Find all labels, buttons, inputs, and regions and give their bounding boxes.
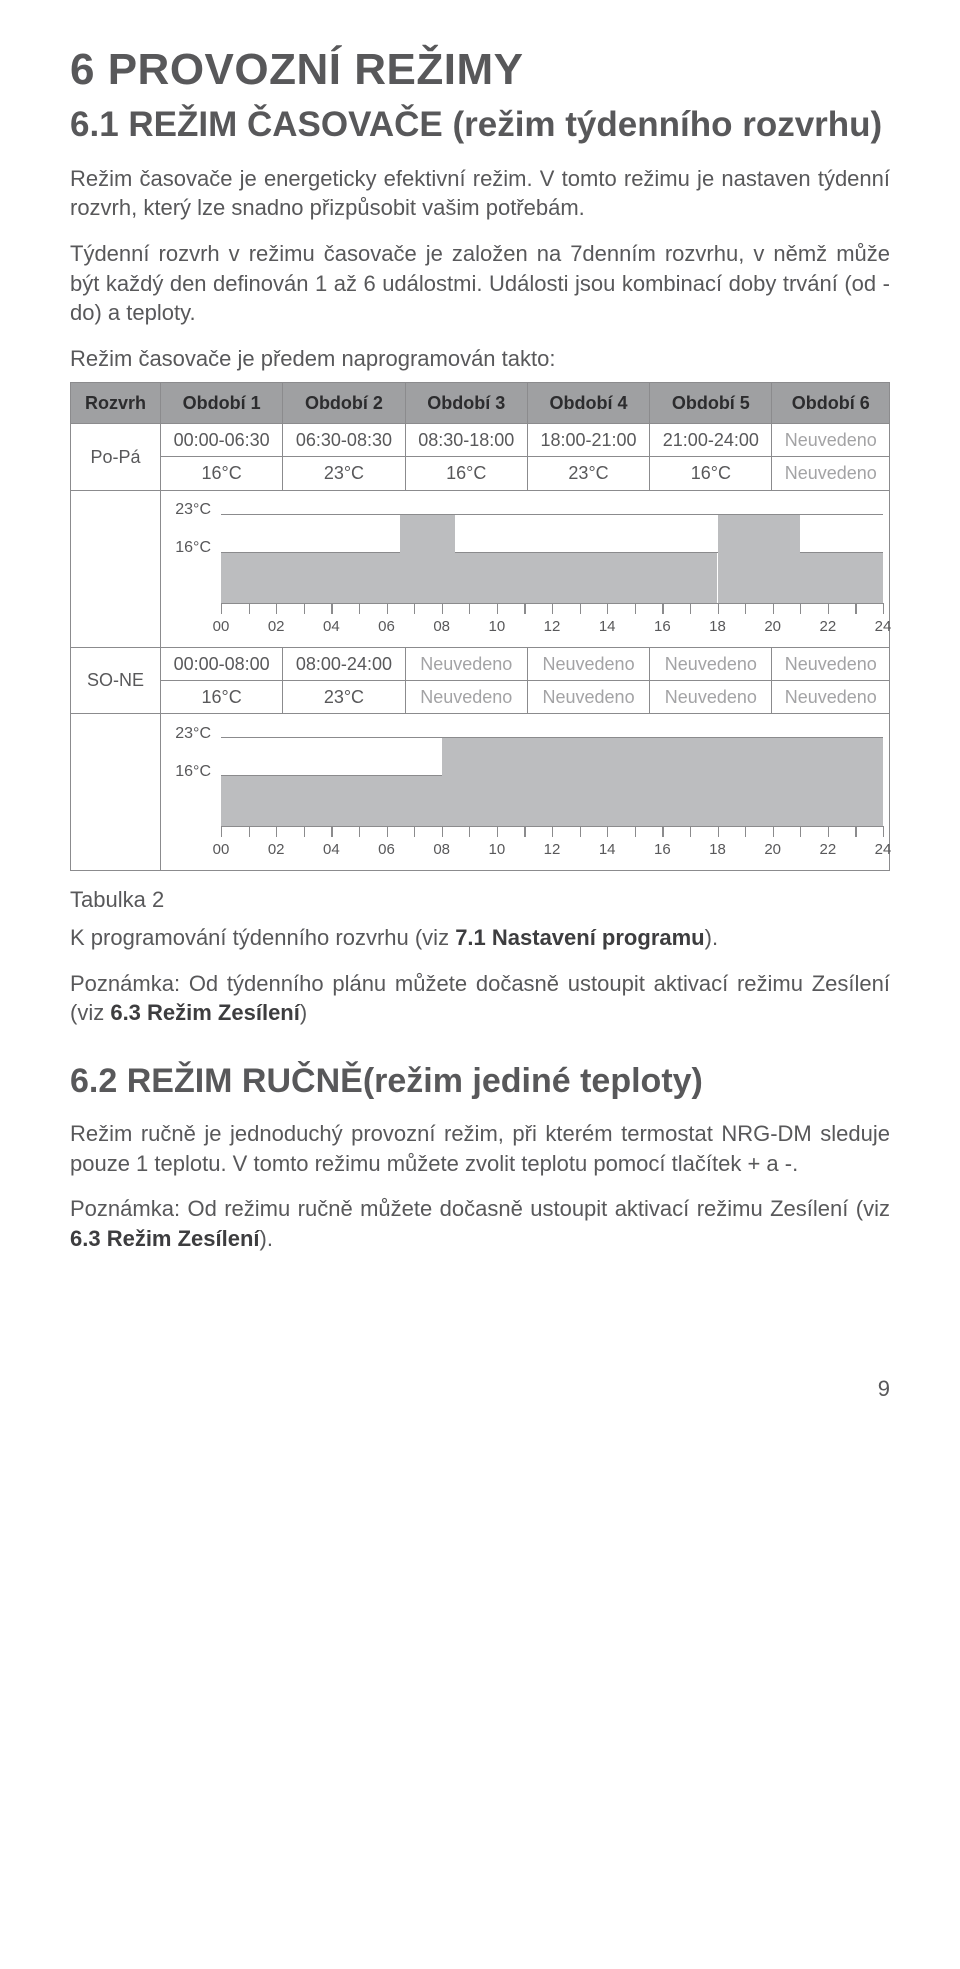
td: 23°C: [283, 457, 405, 490]
paragraph: Režim ručně je jednoduchý provozní režim…: [70, 1119, 890, 1178]
td-neuvedeno: Neuvedeno: [772, 680, 890, 713]
ref-6-3: 6.3 Režim Zesílení: [70, 1226, 260, 1251]
td-neuvedeno: Neuvedeno: [527, 680, 649, 713]
text: ): [300, 1000, 307, 1025]
td-neuvedeno: Neuvedeno: [650, 647, 772, 680]
table-row: Po-Pá 00:00-06:30 06:30-08:30 08:30-18:0…: [71, 424, 890, 457]
td: 16°C: [650, 457, 772, 490]
td: 23°C: [527, 457, 649, 490]
td: 00:00-06:30: [161, 424, 283, 457]
paragraph: Režim časovače je energeticky efektivní …: [70, 164, 890, 223]
th: Období 4: [527, 382, 649, 423]
page-number: 9: [70, 1374, 890, 1404]
table-row: 16°C 23°C 16°C 23°C 16°C Neuvedeno: [71, 457, 890, 490]
th: Období 5: [650, 382, 772, 423]
heading-6: 6 PROVOZNÍ REŽIMY: [70, 40, 890, 99]
td: 06:30-08:30: [283, 424, 405, 457]
td: 08:00-24:00: [283, 647, 405, 680]
paragraph: Režim časovače je předem naprogramován t…: [70, 344, 890, 374]
td-neuvedeno: Neuvedeno: [405, 680, 527, 713]
ref-6-3: 6.3 Režim Zesílení: [110, 1000, 300, 1025]
text: ).: [705, 925, 718, 950]
td-neuvedeno: Neuvedeno: [772, 647, 890, 680]
td-neuvedeno: Neuvedeno: [650, 680, 772, 713]
td: 08:30-18:00: [405, 424, 527, 457]
text: ).: [260, 1226, 273, 1251]
paragraph: K programování týdenního rozvrhu (viz 7.…: [70, 923, 890, 953]
row-label-sone: SO-NE: [71, 647, 161, 714]
table-header-row: Rozvrh Období 1 Období 2 Období 3 Období…: [71, 382, 890, 423]
paragraph: Týdenní rozvrh v režimu časovače je zalo…: [70, 239, 890, 328]
td: 16°C: [161, 457, 283, 490]
td: 00:00-08:00: [161, 647, 283, 680]
th: Období 2: [283, 382, 405, 423]
text: K programování týdenního rozvrhu (viz: [70, 925, 455, 950]
paragraph-note: Poznámka: Od týdenního plánu můžete doča…: [70, 969, 890, 1028]
table-caption: Tabulka 2: [70, 885, 890, 915]
td-neuvedeno: Neuvedeno: [527, 647, 649, 680]
paragraph-note: Poznámka: Od režimu ručně můžete dočasně…: [70, 1194, 890, 1253]
td: 18:00-21:00: [527, 424, 649, 457]
schedule-table: Rozvrh Období 1 Období 2 Období 3 Období…: [70, 382, 890, 871]
td: 16°C: [405, 457, 527, 490]
th: Období 3: [405, 382, 527, 423]
chart-sone: 23°C16°C00020406081012141618202224: [161, 714, 890, 871]
table-row-chart: 23°C16°C00020406081012141618202224: [71, 714, 890, 871]
table-row-chart: 23°C16°C00020406081012141618202224: [71, 490, 890, 647]
table-row: 16°C 23°C Neuvedeno Neuvedeno Neuvedeno …: [71, 680, 890, 713]
th: Období 6: [772, 382, 890, 423]
row-label-popa: Po-Pá: [71, 424, 161, 491]
td-empty: [71, 490, 161, 647]
td-neuvedeno: Neuvedeno: [772, 424, 890, 457]
chart-popa: 23°C16°C00020406081012141618202224: [161, 490, 890, 647]
td: 23°C: [283, 680, 405, 713]
heading-6-1: 6.1 REŽIM ČASOVAČE (režim týdenního rozv…: [70, 105, 890, 145]
ref-7-1: 7.1 Nastavení programu: [455, 925, 704, 950]
table-row: SO-NE 00:00-08:00 08:00-24:00 Neuvedeno …: [71, 647, 890, 680]
td: 16°C: [161, 680, 283, 713]
heading-6-2: 6.2 REŽIM RUČNĚ(režim jediné teploty): [70, 1062, 890, 1101]
td-neuvedeno: Neuvedeno: [772, 457, 890, 490]
th: Období 1: [161, 382, 283, 423]
td: 21:00-24:00: [650, 424, 772, 457]
td-empty: [71, 714, 161, 871]
th: Rozvrh: [71, 382, 161, 423]
td-neuvedeno: Neuvedeno: [405, 647, 527, 680]
text: Poznámka: Od režimu ručně můžete dočasně…: [70, 1196, 890, 1221]
